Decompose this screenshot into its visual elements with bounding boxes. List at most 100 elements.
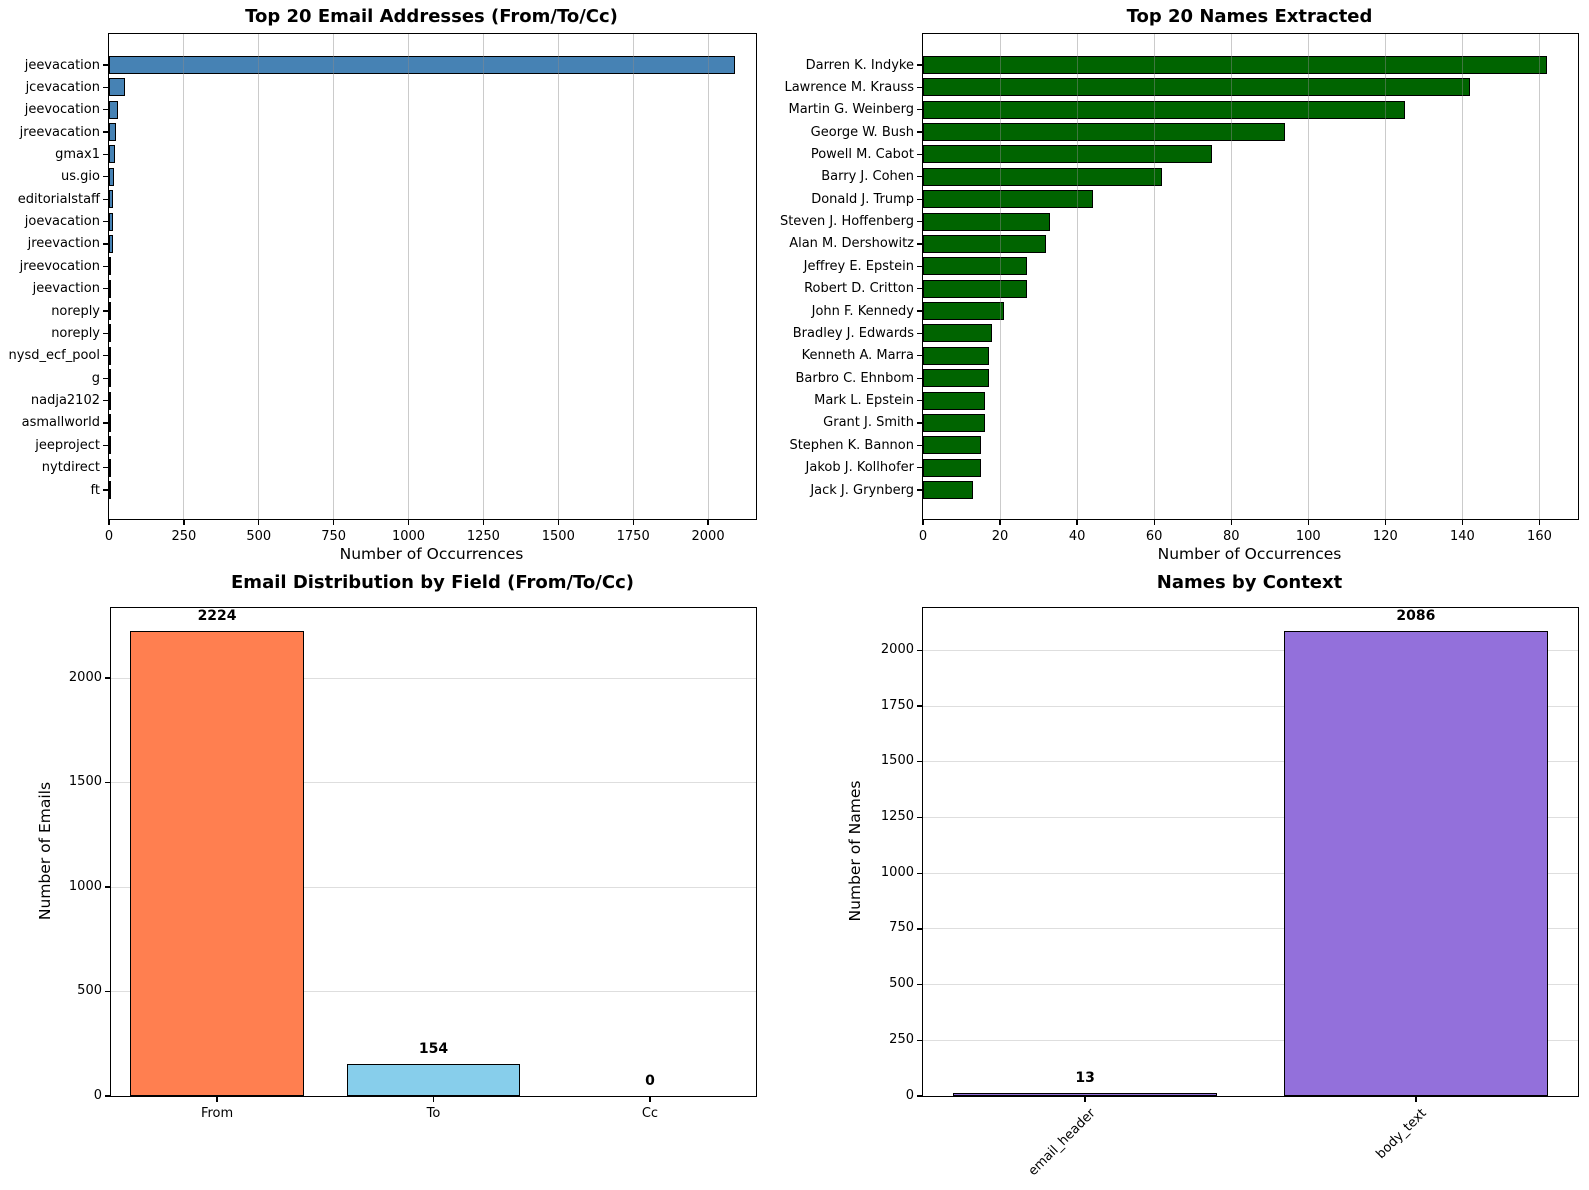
y-tick-label: 1750 (880, 697, 914, 713)
y-axis-label: Number of Names (846, 780, 864, 922)
x-tick-mark (1415, 1096, 1417, 1102)
x-tick-label: 250 (171, 529, 197, 544)
y-tick-mark (917, 198, 923, 200)
x-tick-label: 160 (1527, 529, 1552, 544)
bar (923, 481, 974, 499)
y-tick-label: 250 (889, 1031, 914, 1047)
bar (109, 100, 118, 119)
y-tick-mark (917, 761, 923, 763)
x-tick-label: From (200, 1106, 234, 1121)
x-tick-label: 1250 (466, 529, 500, 544)
y-axis-label: Number of Emails (36, 781, 54, 921)
y-tick-label: Jack J. Grynberg (810, 482, 914, 498)
gridline (333, 34, 335, 519)
chart-title: Email Distribution by Field (From/To/Cc) (231, 572, 634, 593)
y-tick-mark (103, 288, 109, 290)
x-tick-mark (183, 519, 185, 525)
y-tick-label: 1000 (880, 864, 914, 880)
x-tick-label: 1500 (541, 529, 575, 544)
x-tick-mark (432, 1096, 435, 1102)
y-tick-mark (103, 422, 109, 424)
bar (923, 167, 1162, 186)
bar (923, 436, 981, 455)
x-tick-label: 40 (1068, 529, 1086, 544)
y-tick-mark (917, 705, 923, 707)
x-tick-mark (707, 519, 709, 525)
x-tick-mark (922, 519, 924, 525)
y-tick-label: jreevacation (19, 124, 100, 140)
bar (109, 302, 111, 321)
y-tick-label: ft (90, 482, 100, 498)
y-tick-mark (917, 131, 923, 133)
y-tick-label: nysd_ecf_pool (8, 348, 100, 364)
y-tick-label: Lawrence M. Krauss (784, 79, 914, 95)
x-tick-label: 500 (246, 529, 272, 544)
bar (923, 145, 1212, 164)
bar (109, 123, 117, 142)
y-tick-label: Donald J. Trump (811, 191, 914, 207)
bar (109, 481, 111, 499)
x-tick-mark (1076, 519, 1078, 525)
y-tick-label: joevacation (24, 214, 100, 230)
x-tick-label: 1000 (391, 529, 426, 544)
bar (923, 56, 1548, 74)
y-tick-label: Stephen K. Bannon (789, 437, 914, 453)
bar (923, 413, 985, 432)
plot-area: 0 250 500 750 1000 1250 1500 1750 2000 13 email_he… (881, 607, 1579, 1179)
y-tick-mark (917, 872, 923, 874)
bar (923, 234, 1047, 253)
x-tick-mark (649, 1096, 651, 1102)
x-tick-label: 80 (1222, 529, 1240, 544)
y-tick-mark (917, 489, 923, 491)
y-tick-label: jeevocation (24, 102, 100, 118)
bar (109, 324, 111, 343)
y-tick-label: jeeproject (35, 437, 100, 453)
bar (952, 1093, 1218, 1096)
y-tick-mark (103, 489, 109, 491)
x-axis-label: Number of Occurrences (1157, 545, 1342, 563)
x-tick-label: 20 (991, 529, 1009, 544)
y-tick-label: Powell M. Cabot (810, 146, 914, 162)
x-tick-label: 1750 (616, 529, 650, 544)
chart-title: Top 20 Email Addresses (From/To/Cc) (245, 6, 618, 27)
y-tick-label: 2000 (880, 641, 914, 657)
bar (109, 56, 736, 74)
y-tick-mark (917, 243, 923, 245)
y-tick-label: jreevocation (19, 258, 100, 274)
plot-area: Darren K. Indyke Lawrence M. Krauss Martin… (780, 33, 1579, 544)
x-tick-label: 60 (1145, 529, 1163, 544)
bar-value-label: 13 (1075, 1070, 1095, 1087)
bar (923, 346, 989, 365)
y-tick-label: us.gio (61, 169, 100, 185)
y-tick-mark (103, 153, 109, 156)
x-tick-mark (108, 519, 110, 525)
bar (109, 436, 111, 455)
x-tick-mark (999, 519, 1001, 525)
bar (923, 78, 1471, 97)
y-tick-mark (103, 466, 109, 469)
x-tick-label: 0 (104, 529, 114, 544)
bar (1283, 631, 1549, 1096)
x-tick-mark (1153, 519, 1155, 525)
bar (109, 78, 125, 97)
bar (109, 212, 113, 231)
y-tick-label: John F. Kennedy (811, 303, 914, 319)
bar (109, 279, 111, 298)
y-tick-label: Jeffrey E. Epstein (803, 258, 914, 274)
y-tick-label: editorialstaff (17, 191, 100, 207)
y-tick-mark (103, 265, 109, 267)
x-tick-label: email_header (1025, 1106, 1099, 1179)
y-tick-label: 0 (93, 1087, 102, 1103)
y-tick-mark (103, 131, 109, 133)
y-tick-label: asmallworld (21, 415, 100, 431)
y-tick-mark (917, 983, 923, 986)
y-tick-mark (917, 816, 923, 819)
x-tick-mark (632, 519, 634, 525)
x-tick-mark (1307, 519, 1309, 525)
y-tick-mark (917, 220, 923, 223)
x-tick-mark (1084, 1096, 1086, 1102)
y-tick-label: Darren K. Indyke (805, 57, 914, 73)
bar (923, 302, 1004, 321)
bar (923, 257, 1028, 276)
bar (130, 631, 304, 1096)
